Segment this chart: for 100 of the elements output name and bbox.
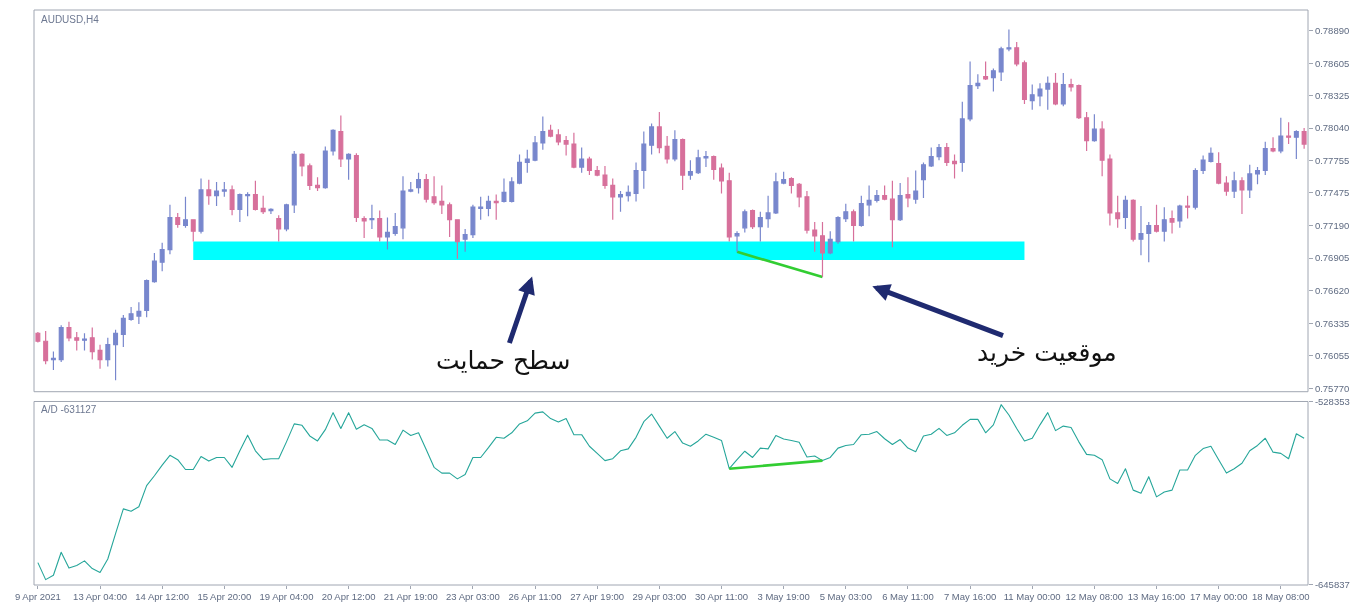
candlestick	[431, 175, 437, 206]
candlestick	[804, 190, 810, 235]
candlestick	[1231, 171, 1237, 199]
candlestick	[1099, 120, 1105, 177]
candlestick	[975, 73, 981, 90]
line-series	[37, 404, 1305, 581]
candlestick	[586, 156, 592, 176]
candlestick	[905, 176, 911, 208]
candlestick	[454, 219, 460, 260]
candlestick	[1045, 75, 1051, 111]
candlestick	[509, 176, 515, 204]
candlestick	[1239, 176, 1245, 215]
candlestick	[672, 129, 678, 162]
candlestick	[1262, 141, 1268, 176]
candlestick	[501, 177, 507, 204]
candlestick	[1130, 198, 1136, 243]
candlestick	[268, 207, 274, 215]
candlestick	[1293, 129, 1299, 160]
candlestick	[664, 135, 670, 165]
candlestick	[136, 301, 142, 325]
candlestick	[819, 221, 825, 278]
candlestick	[315, 176, 321, 192]
candlestick	[897, 182, 903, 222]
candlestick	[190, 219, 196, 243]
candlestick	[571, 132, 577, 169]
x-tick-label: 6 May 11:00	[882, 591, 934, 603]
candlestick	[384, 216, 390, 251]
candlestick	[959, 101, 965, 173]
candlestick	[1192, 167, 1198, 211]
candlestick	[796, 182, 802, 208]
candlestick	[788, 176, 794, 194]
candlestick	[392, 212, 398, 237]
y-tick-label: 0.77190	[1314, 219, 1350, 231]
candlestick	[858, 195, 864, 228]
y-tick-label: 0.77755	[1314, 155, 1350, 167]
candlestick	[182, 196, 188, 229]
candlestick	[322, 145, 328, 190]
x-tick-label: 27 Apr 19:00	[570, 591, 625, 603]
candlestick	[1301, 127, 1307, 150]
candlestick	[291, 150, 297, 214]
candlestick	[43, 330, 49, 365]
x-tick-label: 12 May 08:00	[1065, 591, 1124, 603]
candlestick	[1091, 113, 1097, 143]
x-tick-label: 23 Apr 03:00	[445, 591, 500, 603]
candlestick	[198, 177, 204, 235]
candlestick	[524, 149, 530, 174]
candlestick	[1177, 204, 1183, 229]
candlestick	[874, 189, 880, 204]
candlestick	[1154, 204, 1160, 233]
candlestick	[656, 111, 662, 154]
candlestick	[1115, 195, 1121, 229]
candlestick	[229, 184, 235, 216]
y-tick-label: 0.78890	[1314, 24, 1350, 36]
x-tick-label: 21 Apr 19:00	[383, 591, 438, 603]
x-tick-label: 7 May 16:00	[943, 591, 997, 603]
candlestick	[773, 172, 779, 215]
candlestick	[1138, 205, 1144, 256]
candlestick	[851, 208, 857, 243]
candlestick	[1037, 82, 1043, 107]
candlestick	[680, 137, 686, 191]
annotation: موقعیت خرید	[977, 338, 1117, 367]
candlestick	[307, 163, 313, 191]
candlestick	[447, 201, 453, 238]
candlestick	[781, 171, 787, 185]
candlestick	[555, 128, 561, 146]
candlestick	[944, 142, 950, 167]
candlestick	[35, 331, 41, 344]
candlestick	[1223, 175, 1229, 197]
candlestick	[1247, 164, 1253, 199]
candlestick	[50, 350, 56, 371]
x-tick-label: 9 Apr 2021	[14, 591, 61, 603]
candlestick	[711, 154, 717, 181]
candlestick	[1122, 195, 1128, 230]
candlestick	[967, 60, 973, 122]
candlestick	[742, 208, 748, 233]
y-tick-label: 0.77475	[1314, 187, 1350, 199]
y-tick-label: 0.78605	[1314, 57, 1350, 69]
candlestick	[866, 184, 872, 217]
x-tick-label: 13 Apr 04:00	[73, 591, 127, 603]
candlestick	[361, 215, 367, 239]
candlestick	[1021, 59, 1027, 105]
candlestick	[206, 179, 212, 206]
candlestick	[990, 67, 996, 92]
candlestick	[1076, 83, 1082, 120]
candlestick	[1161, 206, 1167, 243]
y-tick-label: -528353	[1314, 395, 1350, 407]
candlestick	[97, 344, 103, 370]
x-tick-label: 13 May 16:00	[1127, 591, 1186, 603]
candlestick	[843, 203, 849, 223]
candlestick	[1278, 117, 1284, 154]
candlestick	[1084, 111, 1090, 152]
candlestick	[579, 146, 585, 174]
candlestick	[1107, 153, 1113, 227]
candlestick	[602, 165, 608, 190]
y-tick-label: -645837	[1314, 579, 1350, 591]
candlestick	[175, 212, 181, 229]
candlestick	[1200, 154, 1206, 175]
candlestick	[167, 204, 173, 255]
candlestick	[144, 278, 150, 318]
candlestick	[423, 173, 429, 204]
